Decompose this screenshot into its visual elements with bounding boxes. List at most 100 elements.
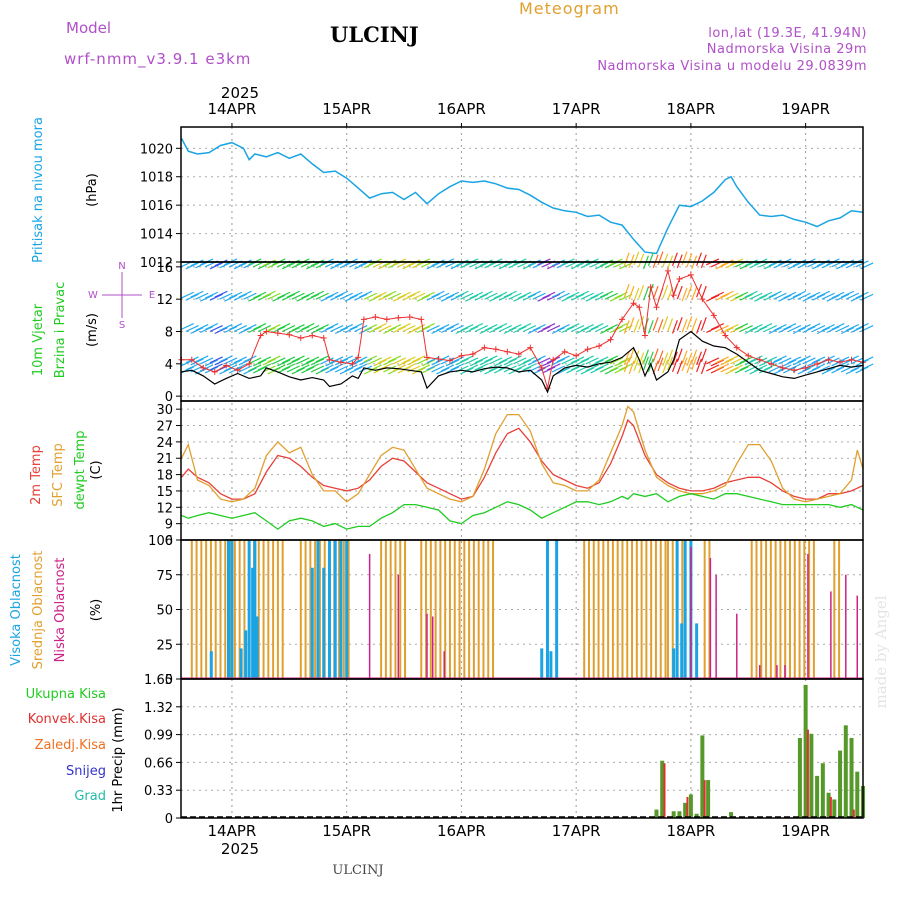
wind-arrow <box>204 323 219 331</box>
wind-gust-marker <box>257 332 264 339</box>
wind-arrow <box>628 285 635 300</box>
wind-arrow <box>575 358 590 366</box>
wind-arrow <box>571 293 585 301</box>
wind-arrow <box>253 291 267 299</box>
wind-arrow <box>855 359 869 367</box>
wind-arrow <box>233 356 247 364</box>
wind-arrow <box>527 290 541 298</box>
wind-arrow <box>546 293 561 301</box>
wind-arrow <box>387 324 402 332</box>
y-tick-label: 18 <box>156 469 173 484</box>
wind-arrow <box>498 293 512 301</box>
wind-arrow <box>681 251 688 266</box>
wind-arrow <box>339 261 353 269</box>
wind-arrow <box>407 290 421 298</box>
wind-arrow <box>407 358 421 366</box>
wind-arrow <box>527 259 541 267</box>
wind-arrow <box>778 326 792 334</box>
wind-arrow <box>484 292 498 300</box>
wind-arrow <box>715 262 729 270</box>
wind-arrow <box>465 326 479 334</box>
wind-arrow <box>334 290 349 298</box>
wind-arrow <box>272 364 286 372</box>
wind-arrow <box>325 366 339 374</box>
wind-arrow <box>609 357 623 365</box>
wind-arrow <box>224 294 238 302</box>
y-tick-label: 27 <box>156 420 173 435</box>
wind-arrow <box>532 367 546 375</box>
wind-arrow <box>537 326 551 334</box>
cloud-unit: (%) <box>89 599 104 622</box>
wind-gust-marker <box>641 332 648 339</box>
wind-arrow <box>845 367 859 375</box>
wind-arrow <box>204 291 219 299</box>
wind-arrow <box>566 323 580 331</box>
precip-total-bar <box>849 737 854 818</box>
wind-arrow <box>647 320 654 334</box>
wind-arrow <box>301 323 315 331</box>
wind-arrow <box>715 363 729 371</box>
wind-arrow <box>248 357 262 365</box>
wind-arrow <box>595 262 609 270</box>
wind-arrow <box>671 358 678 373</box>
precip-total-bar <box>706 780 711 818</box>
wind-arrow <box>831 323 845 331</box>
wind-arrow <box>180 323 194 331</box>
wind-arrow <box>301 366 315 374</box>
precip-total-bar <box>855 771 860 818</box>
wind-arrow <box>676 285 683 300</box>
wind-gust-marker <box>200 364 207 371</box>
wind-arrow <box>686 253 693 268</box>
wind-arrow <box>604 355 619 363</box>
day-label-bottom: 18APR <box>666 822 715 840</box>
wind-arrow <box>676 348 683 363</box>
watermark: made by Angel <box>872 595 890 708</box>
y-tick-label: 25 <box>156 638 173 653</box>
wind-gust-marker <box>349 360 356 367</box>
wind-arrow <box>200 364 214 372</box>
wind-arrow <box>334 365 349 373</box>
compass-n: N <box>118 261 125 272</box>
wind-arrow <box>219 355 233 363</box>
wind-arrow <box>402 262 416 270</box>
wind-arrow <box>489 294 503 302</box>
wind-arrow <box>228 323 243 331</box>
wind-arrow <box>412 261 426 269</box>
wind-arrow <box>754 326 768 334</box>
wind-gust-marker <box>802 364 809 371</box>
wind-arrow <box>855 366 869 374</box>
model-label: Model <box>66 19 111 37</box>
wind-arrow <box>812 356 826 364</box>
wind-arrow <box>725 292 739 300</box>
lonlat-label: lon,lat (19.3E, 41.94N) <box>708 26 867 41</box>
precip-total-bar <box>660 760 665 818</box>
wind-arrow <box>219 367 233 375</box>
wind-arrow <box>397 359 411 367</box>
wind-gust-marker <box>607 336 614 343</box>
wind-arrow <box>759 366 773 374</box>
wind-arrow <box>465 364 479 372</box>
y-tick-label: 9 <box>165 518 173 533</box>
y-tick-label: 1018 <box>140 171 173 186</box>
wind-arrow <box>436 324 450 332</box>
wind-arrow <box>575 290 590 298</box>
wind-arrow <box>383 290 397 298</box>
wind-arrow <box>330 262 344 270</box>
wind-gust-marker <box>188 356 195 363</box>
y-tick-label: 1016 <box>140 199 173 214</box>
wind-arrow <box>691 349 698 364</box>
elevation-label: Nadmorska Visina 29m <box>707 42 867 57</box>
wind-arrow <box>840 290 855 298</box>
wind-arrow <box>257 293 272 301</box>
wind-arrow <box>445 359 459 367</box>
wind-arrow <box>585 326 599 334</box>
wind-arrow <box>296 294 310 302</box>
wind-arrow <box>686 284 693 299</box>
wind-arrow <box>310 358 325 366</box>
model-elevation-label: Nadmorska Visina u modelu 29.0839m <box>597 59 867 74</box>
wind-arrow <box>272 294 286 302</box>
wind-arrow <box>792 290 806 298</box>
wind-arrow <box>450 325 464 333</box>
wind-arrow <box>460 261 474 269</box>
wind-arrow <box>200 294 214 302</box>
